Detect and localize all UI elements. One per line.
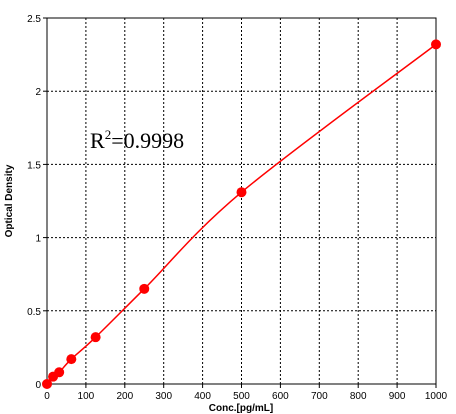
plot-background [47,18,436,384]
x-tick-label: 600 [272,391,289,402]
x-tick-label: 300 [155,391,172,402]
data-point [42,379,52,389]
grid [47,18,436,384]
x-tick-label: 100 [78,391,95,402]
r-squared-exponent: 2 [105,127,112,142]
y-tick-label: 2.5 [27,14,41,25]
data-point [431,39,441,50]
x-tick-label: 400 [194,391,211,402]
y-tick-label: 1.5 [27,160,41,171]
data-points [42,39,441,389]
data-point [54,367,65,378]
y-tick-label: 0.5 [27,307,41,318]
x-tick-label: 700 [311,391,328,402]
y-tick-label: 1 [35,234,41,245]
data-point [236,187,247,198]
x-tick-label: 800 [350,391,367,402]
x-tick-label: 0 [44,391,50,402]
x-tick-label: 500 [233,391,250,402]
y-axis-title: Optical Density [4,164,15,237]
y-tick-label: 0 [35,380,41,391]
x-axis-title: Conc.[pg/mL] [209,403,273,414]
data-point [139,283,150,294]
x-axis-ticks: 0 100 200 300 400 500 600 700 800 900 1000 [44,384,448,402]
data-point [90,332,101,343]
r-squared-base: R [90,128,105,153]
x-tick-label: 200 [116,391,133,402]
x-tick-label: 900 [389,391,406,402]
y-axis-ticks: 0 0.5 1 1.5 2 2.5 [27,14,47,391]
data-point [66,354,77,365]
r-squared-value: =0.9998 [111,128,184,153]
r-squared-annotation: R2=0.9998 [90,127,184,153]
x-tick-label: 1000 [425,391,448,402]
y-tick-label: 2 [35,87,41,98]
